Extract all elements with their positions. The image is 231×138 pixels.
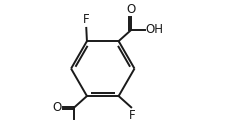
Text: F: F <box>83 13 89 26</box>
Text: O: O <box>52 101 61 114</box>
Text: F: F <box>128 109 135 122</box>
Text: O: O <box>126 3 135 16</box>
Text: OH: OH <box>145 23 163 36</box>
